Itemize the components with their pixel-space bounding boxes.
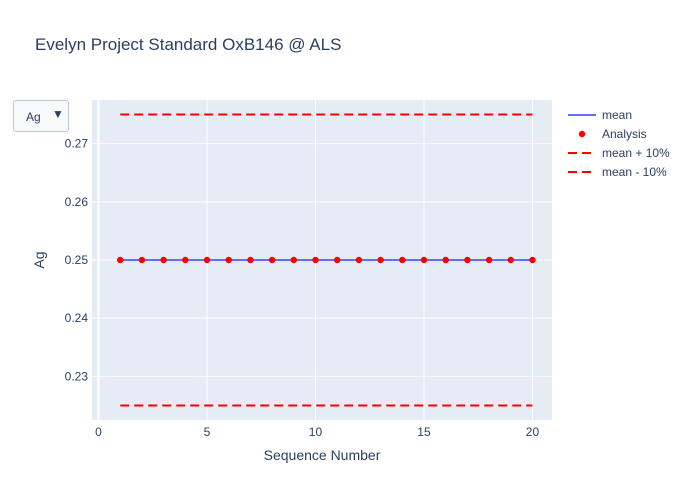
data-point [268,256,276,264]
legend: mean Analysis mean + 10% mean - 10% [568,108,670,179]
data-point [290,256,297,264]
data-point [420,256,428,264]
data-point [507,256,514,264]
legend-item[interactable]: mean [602,108,632,122]
data-point [399,256,406,264]
y-tick-label: 0.23 [65,369,89,383]
x-tick-label: 10 [309,425,323,439]
legend-item[interactable]: Analysis [602,127,647,141]
dropdown-selected-value: Ag [26,110,41,124]
y-tick-label: 0.27 [65,137,89,151]
legend-symbol [578,130,586,138]
legend-item[interactable]: mean - 10% [602,165,667,179]
x-axis-title: Sequence Number [264,447,381,463]
chart-title: Evelyn Project Standard OxB146 @ ALS [35,35,341,54]
y-tick-label: 0.25 [65,253,89,267]
data-point [529,256,536,264]
data-point [464,256,471,264]
y-tick-label: 0.26 [65,195,89,209]
x-tick-label: 0 [95,425,102,439]
data-point [247,256,254,264]
data-point [138,256,146,264]
data-point [312,256,319,264]
x-tick-label: 20 [526,425,540,439]
y-axis-title: Ag [31,251,47,268]
data-point [203,256,211,264]
data-point [117,256,124,264]
x-tick-label: 15 [417,425,431,439]
variable-dropdown[interactable]: Ag ▼ [13,100,69,132]
chevron-down-icon: ▼ [52,107,64,121]
data-point [160,256,167,264]
legend-item[interactable]: mean + 10% [602,146,670,160]
y-tick-label: 0.24 [65,311,89,325]
data-point [182,256,189,264]
data-point [355,256,363,264]
data-point [225,256,232,264]
data-point [377,256,384,264]
data-point [442,256,449,264]
data-point [485,256,493,264]
data-point [333,256,341,264]
x-tick-label: 5 [204,425,211,439]
